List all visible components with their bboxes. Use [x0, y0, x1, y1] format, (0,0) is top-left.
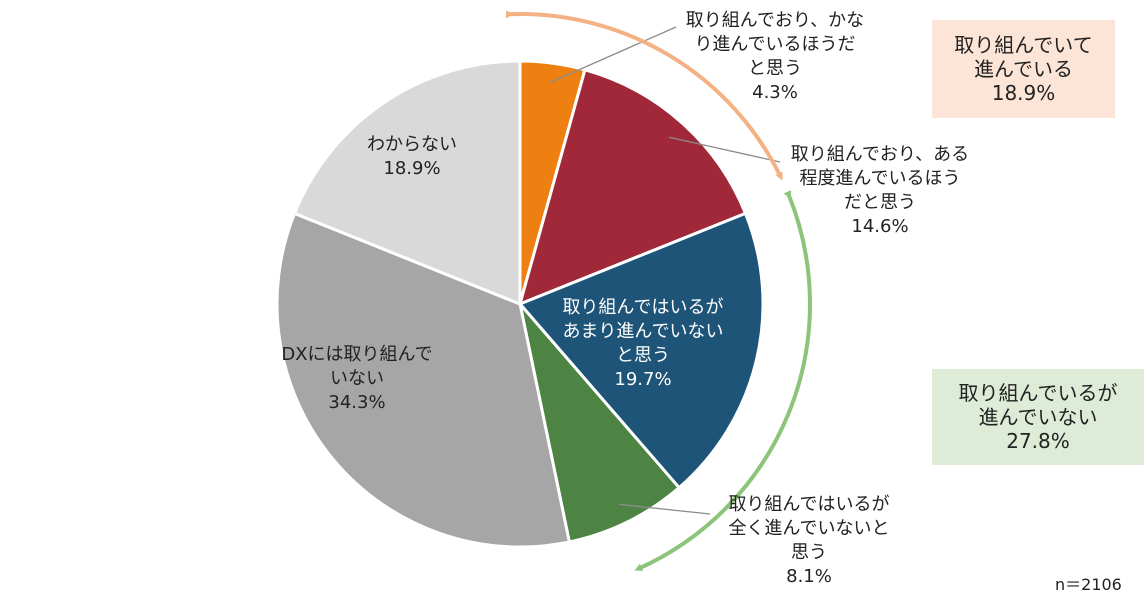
group-value: 18.9% — [991, 81, 1056, 105]
slice-category-label: り進んでいるほうだ — [694, 34, 855, 55]
slice-category-label: と思う — [748, 58, 802, 79]
slice-category-label: と思う — [616, 345, 670, 366]
slice-value-label: 19.7% — [614, 369, 671, 390]
slice-category-label: 取り組んでおり、ある — [791, 144, 969, 165]
slice-category-label: 取り組んではいるが — [562, 297, 723, 318]
slice-category-label: あまり進んでいない — [562, 321, 723, 342]
slice-category-label: わからない — [367, 134, 457, 155]
group-label-line: 取り組んでいて — [954, 33, 1093, 57]
slice-category-label: いない — [330, 368, 384, 389]
group-label-line: 取り組んでいるが — [958, 381, 1118, 405]
group-box-not-progressing: 取り組んでいるが 進んでいない 27.8% — [932, 369, 1144, 465]
pie-slice — [275, 211, 572, 549]
group-value: 27.8% — [1006, 429, 1070, 453]
slice-value-label: 18.9% — [383, 158, 440, 179]
slice-value-label: 8.1% — [786, 566, 832, 587]
slice-category-label: だと思う — [844, 192, 916, 213]
sample-size-label: n＝2106 — [1055, 575, 1122, 594]
slice-category-label: 取り組んでおり、かな — [686, 10, 864, 31]
slice-value-label: 4.3% — [752, 82, 798, 103]
group-bracket-arc — [634, 190, 812, 571]
slice-category-label: 思う — [791, 542, 827, 563]
group-bracket-arc — [505, 10, 783, 181]
group-label-line: 進んでいない — [978, 405, 1098, 429]
slice-category-label: 取り組んではいるが — [728, 494, 889, 515]
slice-category-label: 全く進んでいないと — [728, 518, 889, 539]
slice-value-label: 34.3% — [328, 392, 385, 413]
slice-category-label: 程度進んでいるほう — [799, 168, 960, 189]
slice-category-label: DXには取り組んで — [281, 344, 432, 365]
group-box-progressing: 取り組んでいて 進んでいる 18.9% — [932, 20, 1115, 118]
pie-slice — [292, 59, 522, 307]
leader-line — [549, 26, 677, 84]
slice-value-label: 14.6% — [851, 216, 908, 237]
group-label-line: 進んでいる — [974, 57, 1073, 81]
